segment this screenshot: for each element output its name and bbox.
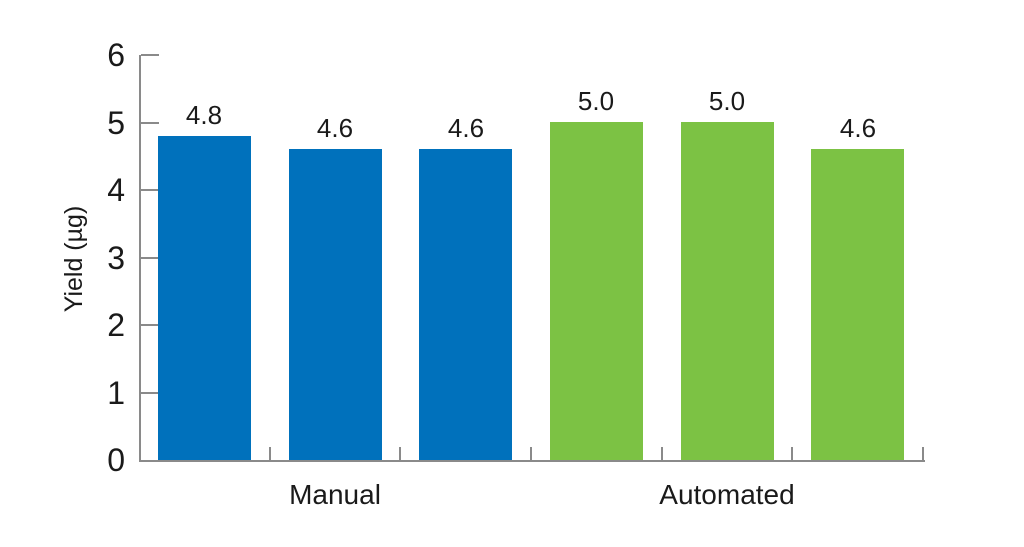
y-tick-label: 2	[107, 307, 125, 343]
y-tick	[141, 54, 159, 56]
y-tick	[141, 121, 159, 124]
x-tick	[268, 447, 271, 460]
bar-manual-2	[289, 149, 382, 460]
x-tick	[530, 447, 532, 460]
bar-value-label: 5.0	[577, 86, 615, 116]
y-tick-label: 6	[107, 37, 125, 73]
bar-value-label: 4.6	[316, 113, 354, 143]
y-axis-line	[139, 55, 141, 462]
bar-value-label: 5.0	[708, 86, 746, 116]
x-tick	[660, 447, 663, 460]
bar-manual-3	[419, 149, 512, 460]
y-tick-label: 3	[107, 239, 125, 276]
x-tick	[399, 447, 402, 460]
bar-automated-3	[811, 149, 904, 460]
bar-value-label: 4.8	[185, 100, 223, 130]
bar-automated-2	[681, 122, 774, 460]
bar-automated-1	[550, 122, 643, 460]
x-tick	[791, 447, 794, 460]
y-tick	[141, 189, 159, 191]
bar-manual-1	[158, 136, 251, 460]
y-tick-label: 1	[107, 374, 125, 411]
y-tick	[141, 324, 159, 326]
y-tick	[141, 391, 159, 394]
y-tick-label: 5	[107, 104, 125, 141]
bar-value-label: 4.6	[839, 113, 877, 143]
x-tick	[922, 447, 924, 460]
x-axis-line	[139, 460, 925, 462]
category-label-manual: Manual	[289, 479, 381, 510]
category-label-automated: Automated	[659, 479, 795, 510]
y-tick-label: 0	[107, 442, 125, 478]
y-tick	[141, 256, 159, 259]
bar-value-label: 4.6	[447, 113, 485, 143]
y-tick-label: 4	[107, 172, 125, 208]
